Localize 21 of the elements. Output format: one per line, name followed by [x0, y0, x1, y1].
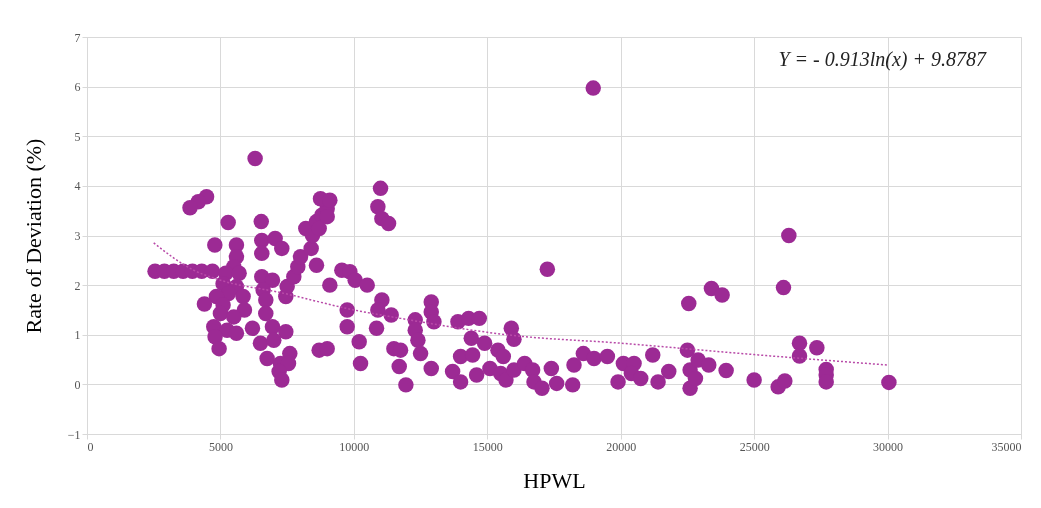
x-tick-label: 15000: [472, 439, 503, 454]
y-tick-label: 5: [74, 129, 81, 144]
annotation: Y = - 0.913ln(x) + 9.8787: [778, 48, 987, 71]
x-tick-label: 35000: [991, 439, 1022, 454]
y-tick-label: 7: [74, 30, 81, 45]
y-tick-label: 6: [74, 80, 81, 95]
x-tick-label: 0: [87, 439, 94, 454]
x-axis-title: HPWL: [523, 467, 586, 493]
x-tick-label: 5000: [208, 439, 233, 454]
x-tick-label: 10000: [339, 439, 370, 454]
x-tick-label: 25000: [739, 439, 770, 454]
y-axis-title: Rate of Deviation (%): [20, 138, 46, 334]
line-series: [152, 242, 889, 366]
x-tick-label: 30000: [873, 439, 904, 454]
y-tick-label: 4: [74, 179, 81, 194]
x-tick-label: 20000: [606, 439, 637, 454]
y-tick-label: 3: [74, 229, 81, 243]
y-tick-label: −1: [67, 427, 81, 442]
y-tick-label: 2: [74, 278, 81, 293]
y-tick-label: 0: [74, 377, 81, 392]
y-tick-label: 1: [74, 328, 81, 343]
